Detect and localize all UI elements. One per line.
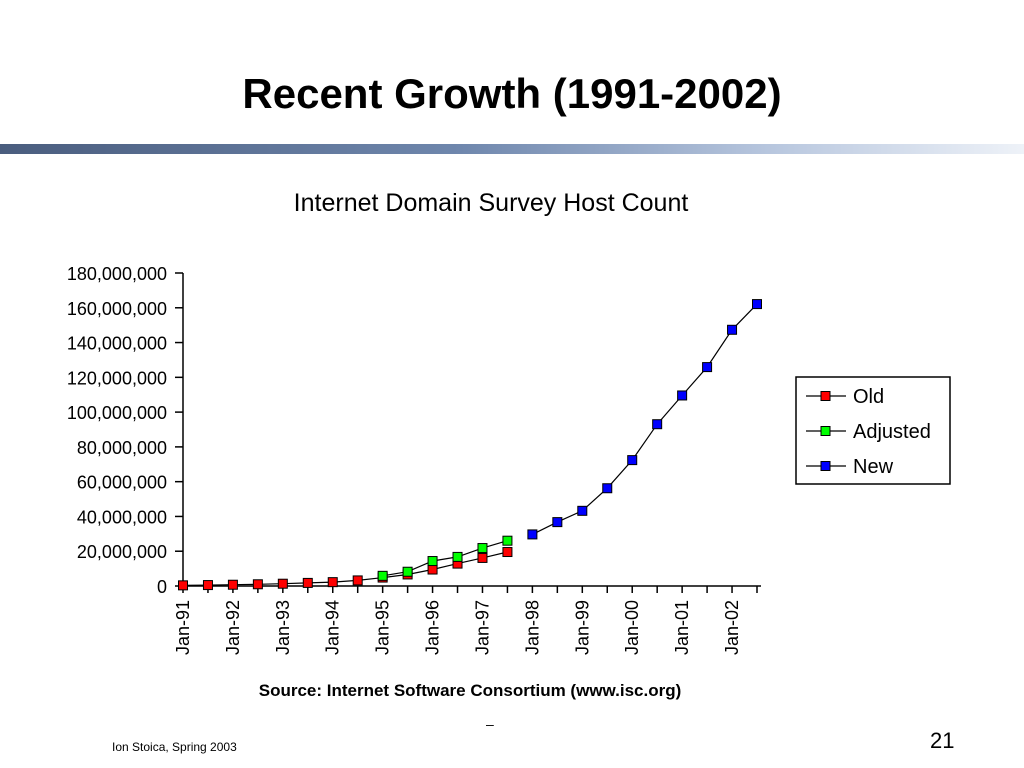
x-tick-label: Jan-99 — [572, 600, 592, 655]
data-point-adjusted — [502, 535, 513, 546]
data-point-old — [277, 578, 288, 589]
y-axis-ticks: 180,000,000 160,000,000 140,000,000 120,000… — [67, 264, 183, 597]
data-point-new — [702, 362, 713, 373]
data-point-old — [202, 580, 213, 591]
data-point-old — [302, 577, 313, 588]
y-tick-label: 180,000,000 — [67, 264, 167, 284]
data-point-adjusted — [452, 551, 463, 562]
data-point-old — [352, 575, 363, 586]
data-point-old — [252, 579, 263, 590]
x-tick-label: Jan-94 — [323, 600, 343, 655]
series-line-new — [532, 303, 758, 535]
data-point-new — [627, 455, 638, 466]
chart-legend: Old Adjusted New — [795, 376, 951, 485]
data-point-old — [477, 552, 488, 563]
x-tick-label: Jan-92 — [223, 600, 243, 655]
footer-author: Ion Stoica, Spring 2003 — [112, 740, 237, 754]
y-tick-label: 80,000,000 — [77, 438, 167, 458]
data-point-new — [577, 505, 588, 516]
data-point-new — [552, 517, 563, 528]
x-tick-label: Jan-01 — [672, 600, 692, 655]
data-point-new — [652, 419, 663, 430]
legend-label-old: Old — [853, 386, 884, 408]
x-tick-label: Jan-93 — [273, 600, 293, 655]
series-adjusted — [377, 535, 513, 581]
legend-label-adjusted: Adjusted — [853, 421, 931, 443]
legend-marker-old — [820, 391, 831, 401]
series-new — [527, 299, 762, 540]
x-tick-label: Jan-00 — [622, 600, 642, 655]
stray-mark: – — [486, 716, 494, 732]
legend-label-new: New — [853, 456, 894, 478]
y-tick-label: 120,000,000 — [67, 368, 167, 388]
y-tick-label: 160,000,000 — [67, 299, 167, 319]
y-tick-label: 20,000,000 — [77, 542, 167, 562]
legend-marker-new — [820, 461, 831, 471]
x-tick-label: Jan-97 — [472, 600, 492, 655]
data-point-old — [502, 547, 513, 558]
series-layer — [178, 299, 762, 591]
x-tick-label: Jan-98 — [522, 600, 542, 655]
chart-axes — [182, 273, 761, 587]
legend-marker-adjusted — [820, 426, 831, 436]
y-tick-label: 0 — [157, 577, 167, 597]
data-point-new — [752, 299, 762, 310]
y-tick-label: 100,000,000 — [67, 403, 167, 423]
data-point-adjusted — [427, 556, 438, 567]
data-point-new — [602, 483, 613, 494]
page-number: 21 — [930, 728, 955, 753]
x-axis-ticks: Jan-91 Jan-92 Jan-93 Jan-94 Jan-95 Jan-96 Jan-… — [173, 586, 758, 655]
y-tick-label: 140,000,000 — [67, 334, 167, 354]
title-divider-bar — [0, 144, 1024, 154]
x-tick-label: Jan-95 — [373, 600, 393, 655]
data-point-old — [178, 580, 188, 591]
data-point-old — [227, 579, 238, 590]
y-tick-label: 60,000,000 — [77, 473, 167, 493]
x-tick-label: Jan-96 — [423, 600, 443, 655]
data-point-adjusted — [377, 570, 388, 581]
data-point-old — [427, 564, 438, 575]
data-point-new — [727, 324, 738, 335]
data-point-adjusted — [477, 543, 488, 554]
chart-title: Internet Domain Survey Host Count — [294, 189, 689, 217]
x-tick-label: Jan-02 — [722, 600, 742, 655]
series-line-adjusted — [382, 540, 508, 577]
y-tick-label: 40,000,000 — [77, 507, 167, 527]
data-point-adjusted — [402, 566, 413, 577]
chart-source-note: Source: Internet Software Consortium (ww… — [259, 681, 682, 700]
data-point-new — [677, 390, 688, 401]
slide-title: Recent Growth (1991-2002) — [242, 70, 782, 117]
data-point-new — [527, 529, 538, 540]
x-tick-label: Jan-91 — [173, 600, 193, 655]
data-point-old — [327, 577, 338, 588]
